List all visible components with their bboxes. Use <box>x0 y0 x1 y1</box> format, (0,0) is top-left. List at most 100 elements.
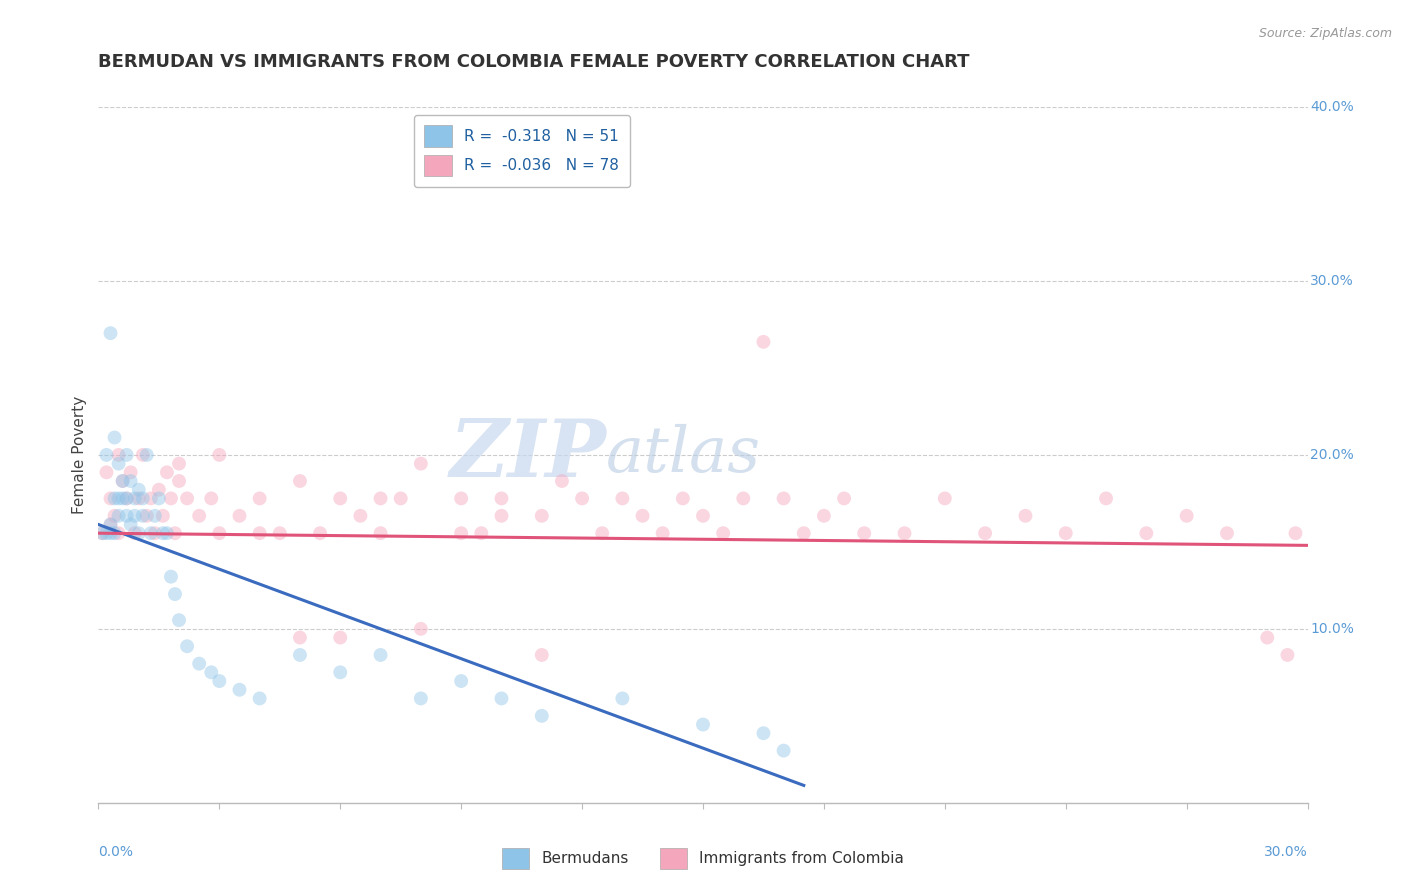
Point <box>288 474 311 488</box>
Point <box>530 648 553 662</box>
Text: 10.0%: 10.0% <box>1310 622 1354 636</box>
Point <box>148 483 170 497</box>
Point <box>188 657 211 671</box>
Text: BERMUDAN VS IMMIGRANTS FROM COLOMBIA FEMALE POVERTY CORRELATION CHART: BERMUDAN VS IMMIGRANTS FROM COLOMBIA FEM… <box>98 54 970 71</box>
Text: 20.0%: 20.0% <box>1310 448 1354 462</box>
Text: 40.0%: 40.0% <box>1310 100 1354 114</box>
Point <box>120 474 142 488</box>
Point <box>329 631 352 645</box>
Point <box>530 708 553 723</box>
Point <box>200 491 222 506</box>
Point <box>167 457 190 471</box>
Point <box>115 508 138 523</box>
Legend: R =  -0.318   N = 51, R =  -0.036   N = 78: R = -0.318 N = 51, R = -0.036 N = 78 <box>413 115 630 187</box>
Point <box>228 682 250 697</box>
Point <box>631 508 654 523</box>
Point <box>752 334 775 349</box>
Point <box>208 448 231 462</box>
Point <box>152 508 174 523</box>
Point <box>103 526 125 541</box>
Point <box>100 517 122 532</box>
Point <box>188 508 211 523</box>
Point <box>115 448 138 462</box>
Point <box>107 508 129 523</box>
Text: ZIP: ZIP <box>450 417 606 493</box>
Text: 30.0%: 30.0% <box>1310 274 1354 288</box>
Point <box>370 491 392 506</box>
Point <box>115 491 138 506</box>
Point <box>612 691 634 706</box>
Point <box>132 508 155 523</box>
Point <box>228 508 250 523</box>
Point <box>409 457 432 471</box>
Point <box>103 491 125 506</box>
Point <box>389 491 412 506</box>
Point <box>143 526 166 541</box>
Point <box>91 526 114 541</box>
Point <box>752 726 775 740</box>
Point <box>329 491 352 506</box>
Point <box>974 526 997 541</box>
Point <box>167 474 190 488</box>
Point <box>124 508 146 523</box>
Point <box>1175 508 1198 523</box>
Point <box>208 674 231 689</box>
Point <box>103 431 125 445</box>
Point <box>530 508 553 523</box>
Point <box>853 526 876 541</box>
Point <box>349 508 371 523</box>
Point <box>176 491 198 506</box>
Point <box>167 613 190 627</box>
Point <box>450 674 472 689</box>
Point <box>111 474 134 488</box>
Point <box>128 491 150 506</box>
Point <box>491 691 513 706</box>
Point <box>1014 508 1036 523</box>
Point <box>135 508 157 523</box>
Point <box>409 691 432 706</box>
Point <box>571 491 593 506</box>
Legend: Bermudans, Immigrants from Colombia: Bermudans, Immigrants from Colombia <box>496 841 910 875</box>
Point <box>832 491 855 506</box>
Point <box>132 448 155 462</box>
Point <box>612 491 634 506</box>
Point <box>111 491 134 506</box>
Point <box>1256 631 1278 645</box>
Point <box>160 491 183 506</box>
Point <box>491 508 513 523</box>
Point <box>450 526 472 541</box>
Point <box>208 526 231 541</box>
Point <box>370 526 392 541</box>
Point <box>100 517 122 532</box>
Point <box>1135 526 1157 541</box>
Point <box>591 526 613 541</box>
Point <box>132 491 155 506</box>
Point <box>163 587 186 601</box>
Point <box>551 474 574 488</box>
Point <box>100 326 122 340</box>
Point <box>120 517 142 532</box>
Point <box>692 717 714 731</box>
Point <box>450 491 472 506</box>
Point <box>893 526 915 541</box>
Point <box>139 491 162 506</box>
Point <box>733 491 755 506</box>
Point <box>111 474 134 488</box>
Point <box>672 491 695 506</box>
Y-axis label: Female Poverty: Female Poverty <box>72 396 87 514</box>
Point <box>470 526 492 541</box>
Point <box>249 691 271 706</box>
Point <box>309 526 332 541</box>
Point <box>91 526 114 541</box>
Point <box>692 508 714 523</box>
Point <box>1277 648 1299 662</box>
Point <box>651 526 673 541</box>
Point <box>124 526 146 541</box>
Point <box>249 491 271 506</box>
Point <box>793 526 815 541</box>
Point <box>176 639 198 653</box>
Point <box>288 631 311 645</box>
Point <box>148 491 170 506</box>
Point <box>96 526 118 541</box>
Point <box>124 491 146 506</box>
